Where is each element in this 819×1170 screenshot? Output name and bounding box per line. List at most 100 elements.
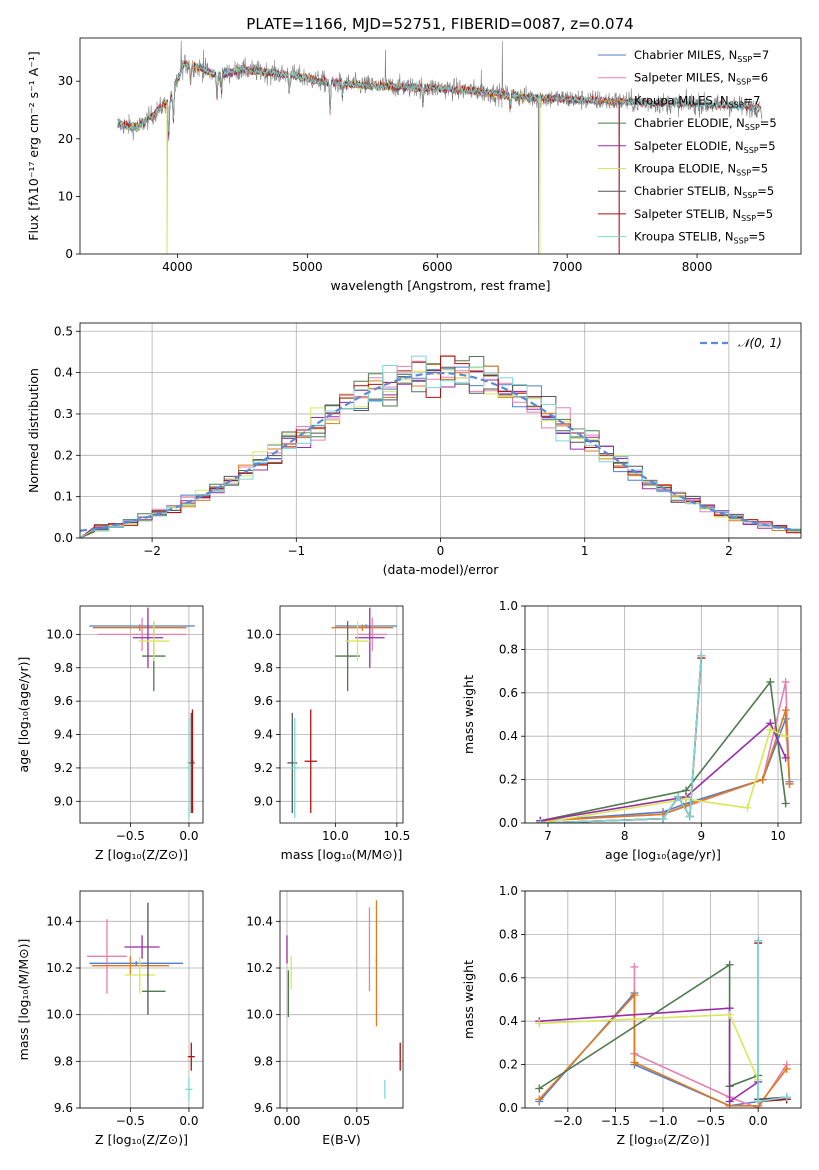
mass-weight-marker — [782, 1093, 791, 1102]
y-tick-label: 10.4 — [46, 914, 73, 928]
axes-frame — [279, 890, 404, 1109]
mass-weight-marker — [785, 779, 794, 788]
y-tick-label: 0 — [65, 247, 73, 261]
x-tick-label: 7 — [544, 829, 552, 843]
errorbar-point — [97, 617, 187, 652]
normal-curve — [80, 372, 799, 532]
y-axis-label: mass weight — [461, 675, 476, 754]
y-tick-label: 9.6 — [254, 1101, 273, 1115]
mass-weight-marker — [766, 725, 775, 734]
x-tick-label: 10.0 — [322, 829, 349, 843]
errorbar-point — [331, 624, 394, 632]
x-tick-label: −1.0 — [648, 1114, 677, 1128]
y-tick-label: 9.6 — [54, 1101, 73, 1115]
legend-entry: Chabrier STELIB, NSSP=5 — [634, 184, 774, 200]
y-tick-label: 1.0 — [499, 884, 518, 898]
x-tick-label: 6000 — [422, 260, 453, 274]
legend-entry: Kroupa ELODIE, NSSP=5 — [634, 162, 768, 178]
mass-weight-marker — [685, 812, 694, 821]
x-tick-label: 9 — [698, 829, 706, 843]
errorbar-point — [191, 709, 194, 813]
axes-frame — [279, 605, 404, 824]
errorbar-point — [124, 956, 155, 994]
mass-weight-marker — [535, 1084, 544, 1093]
mass-weight-series — [540, 718, 791, 822]
mass-weight-series — [540, 721, 787, 822]
y-tick-label: 9.4 — [54, 728, 73, 742]
mass-weight-series — [540, 679, 787, 822]
errorbar-point — [345, 621, 370, 662]
y-tick-label: 0.6 — [499, 686, 518, 700]
legend-entry: Chabrier ELODIE, NSSP=5 — [634, 116, 777, 132]
x-tick-label: −1.5 — [601, 1114, 630, 1128]
errorbar-point — [186, 717, 192, 818]
y-tick-label: 9.8 — [54, 1054, 73, 1068]
y-tick-label: 9.6 — [254, 694, 273, 708]
y-tick-label: 10.4 — [246, 914, 273, 928]
y-tick-label: 0.2 — [499, 1058, 518, 1072]
y-tick-label: 9.4 — [254, 728, 273, 742]
y-tick-label: 9.8 — [54, 661, 73, 675]
x-tick-label: 2 — [725, 544, 733, 558]
y-tick-label: 0.0 — [499, 1101, 518, 1115]
legend-entry: 𝒩(0, 1) — [738, 336, 782, 350]
y-tick-label: 0.2 — [54, 448, 73, 462]
errorbar-point — [138, 621, 170, 662]
x-tick-label: 0.05 — [344, 1114, 371, 1128]
mass-weight-marker — [535, 1095, 544, 1104]
x-axis-label: E(B-V) — [322, 1132, 361, 1147]
mass-weight-marker — [781, 706, 790, 715]
mass-weight-marker — [781, 799, 790, 808]
errorbar-point — [91, 956, 170, 975]
x-tick-label: 0.0 — [749, 1114, 768, 1128]
y-axis-label: mass weight — [461, 960, 476, 1039]
x-tick-label: 0.0 — [179, 1114, 198, 1128]
x-tick-label: 10 — [770, 829, 785, 843]
x-tick-label: −2 — [143, 544, 161, 558]
errorbar-point — [335, 621, 360, 692]
plot-area — [286, 900, 401, 1099]
y-tick-label: 0.5 — [54, 324, 73, 338]
y-tick-label: 10.2 — [246, 961, 273, 975]
mass-weight-marker — [725, 1010, 734, 1019]
mass-weight-marker — [682, 795, 690, 804]
y-tick-label: 10.0 — [46, 627, 73, 641]
errorbar-point — [355, 607, 385, 668]
x-tick-label: 0.0 — [179, 829, 198, 843]
mass-weight-marker — [697, 651, 706, 660]
x-tick-label: 0 — [437, 544, 445, 558]
y-tick-label: 0.4 — [499, 1014, 518, 1028]
axes-frame — [79, 605, 204, 824]
x-tick-label: 0.00 — [274, 1114, 301, 1128]
legend-entry: Kroupa MILES, NSSP=7 — [634, 93, 760, 109]
mass-weight-marker — [766, 677, 775, 686]
y-tick-label: 10.2 — [46, 961, 73, 975]
plot-area — [80, 355, 801, 538]
errorbar-point — [357, 617, 388, 652]
axes-frame — [524, 605, 802, 824]
panel-mass-vs-ebv: 0.00 0.05 9.6 9.8 10.0 10.2 10.4 E(B-V) — [246, 890, 404, 1147]
figure-title: PLATE=1166, MJD=52751, FIBERID=0087, z=0… — [246, 15, 633, 33]
errorbar-point — [289, 717, 300, 818]
y-tick-label: 0.2 — [499, 773, 518, 787]
x-tick-label: −1 — [287, 544, 305, 558]
mass-weight-series — [539, 1007, 759, 1104]
y-tick-label: 9.0 — [54, 794, 73, 808]
mass-weight-series — [540, 655, 703, 823]
y-tick-label: 0.8 — [499, 927, 518, 941]
y-tick-label: 9.8 — [254, 1054, 273, 1068]
y-axis-label: Flux [fλ10⁻¹⁷ erg cm⁻² s⁻¹ A⁻¹] — [26, 51, 41, 240]
panel-mass-vs-z: −0.5 0.0 9.6 9.8 10.0 10.2 10.4 Z [log₁₀(Z/Z⊙)]… — [16, 890, 204, 1147]
y-tick-label: 10 — [58, 189, 73, 203]
errorbar-point — [187, 1042, 195, 1071]
x-axis-label: wavelength [Angstrom, rest frame] — [330, 278, 550, 293]
mass-weight-marker — [782, 1064, 791, 1073]
y-tick-label: 0.6 — [499, 971, 518, 985]
spectrum-model-line — [117, 61, 763, 133]
mass-weight-marker — [754, 1097, 763, 1106]
mass-weight-marker — [725, 960, 734, 969]
plot-area — [535, 936, 791, 1108]
mass-weight-marker — [758, 775, 767, 784]
x-tick-label: 1 — [581, 544, 589, 558]
y-tick-label: 0.4 — [499, 729, 518, 743]
